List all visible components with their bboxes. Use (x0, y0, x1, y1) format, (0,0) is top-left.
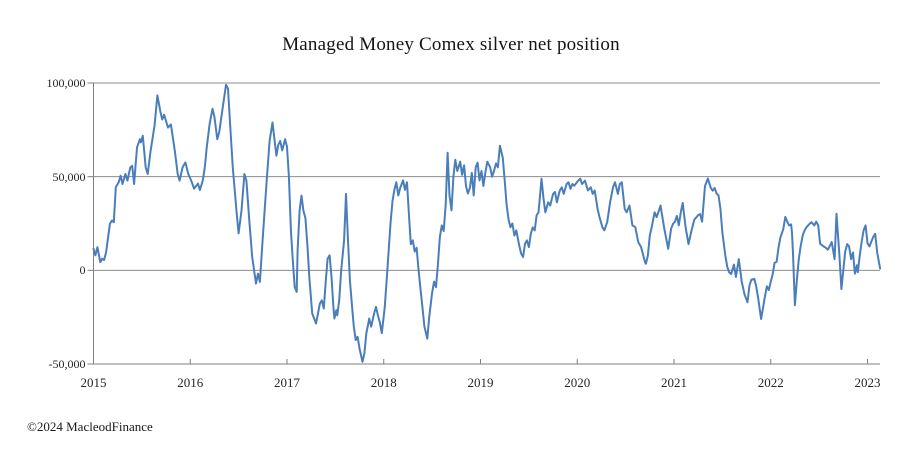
x-tick-label: 2022 (757, 375, 784, 390)
x-tick-label: 2015 (80, 375, 107, 390)
y-tick-label: 0 (79, 263, 86, 278)
x-tick-label: 2017 (274, 375, 300, 390)
copyright-text: ©2024 MacleodFinance (27, 419, 153, 434)
y-tick-label: -50,000 (48, 357, 86, 371)
y-tick-label: 100,000 (46, 75, 86, 90)
y-tick-label: 50,000 (52, 169, 86, 184)
chart-title: Managed Money Comex silver net position (282, 34, 620, 55)
x-tick-label: 2021 (661, 375, 687, 390)
x-tick-label: 2023 (854, 375, 881, 390)
x-tick-label: 2016 (177, 375, 204, 390)
x-tick-label: 2019 (467, 375, 494, 390)
x-tick-label: 2018 (370, 375, 397, 390)
net-position-series-line (92, 83, 882, 363)
x-tick-label: 2020 (564, 375, 591, 390)
